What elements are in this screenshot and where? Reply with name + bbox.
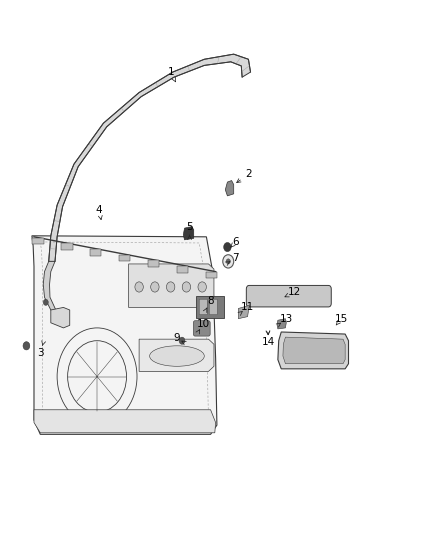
Circle shape — [198, 282, 206, 292]
Polygon shape — [43, 261, 63, 312]
Text: 7: 7 — [233, 253, 239, 263]
Polygon shape — [129, 264, 214, 308]
Text: 11: 11 — [241, 302, 254, 312]
Polygon shape — [139, 339, 214, 372]
Text: 13: 13 — [279, 314, 293, 324]
Text: 10: 10 — [197, 319, 210, 329]
Text: 12: 12 — [288, 287, 301, 297]
FancyBboxPatch shape — [119, 255, 130, 261]
Text: 1: 1 — [167, 67, 174, 77]
Polygon shape — [32, 236, 217, 434]
Circle shape — [135, 282, 143, 292]
Text: 3: 3 — [37, 349, 44, 359]
FancyBboxPatch shape — [148, 260, 159, 267]
Circle shape — [223, 255, 234, 268]
Circle shape — [43, 299, 48, 305]
FancyBboxPatch shape — [61, 244, 73, 250]
Circle shape — [151, 282, 159, 292]
Polygon shape — [225, 181, 234, 196]
FancyBboxPatch shape — [32, 238, 44, 245]
Text: 6: 6 — [233, 237, 239, 247]
FancyBboxPatch shape — [90, 249, 102, 256]
FancyBboxPatch shape — [177, 266, 188, 273]
Circle shape — [224, 243, 231, 252]
Text: 5: 5 — [186, 222, 193, 232]
Circle shape — [179, 337, 185, 344]
Text: 4: 4 — [96, 205, 102, 215]
Circle shape — [23, 342, 30, 350]
Polygon shape — [51, 308, 70, 328]
FancyBboxPatch shape — [196, 296, 224, 318]
Text: 9: 9 — [173, 333, 180, 343]
FancyBboxPatch shape — [205, 272, 217, 278]
FancyBboxPatch shape — [209, 299, 217, 314]
Circle shape — [166, 282, 175, 292]
Circle shape — [226, 259, 230, 264]
Circle shape — [182, 282, 191, 292]
Polygon shape — [278, 332, 349, 369]
Text: 8: 8 — [207, 296, 214, 306]
Text: 15: 15 — [334, 314, 348, 324]
FancyBboxPatch shape — [199, 299, 207, 314]
FancyBboxPatch shape — [246, 286, 331, 307]
Text: 2: 2 — [245, 169, 252, 180]
Polygon shape — [277, 319, 286, 329]
Text: 14: 14 — [262, 337, 275, 347]
Polygon shape — [49, 54, 251, 261]
Ellipse shape — [150, 346, 204, 366]
Polygon shape — [238, 305, 249, 319]
Polygon shape — [183, 227, 194, 240]
FancyBboxPatch shape — [193, 321, 210, 336]
Polygon shape — [283, 337, 345, 364]
Polygon shape — [34, 410, 215, 433]
